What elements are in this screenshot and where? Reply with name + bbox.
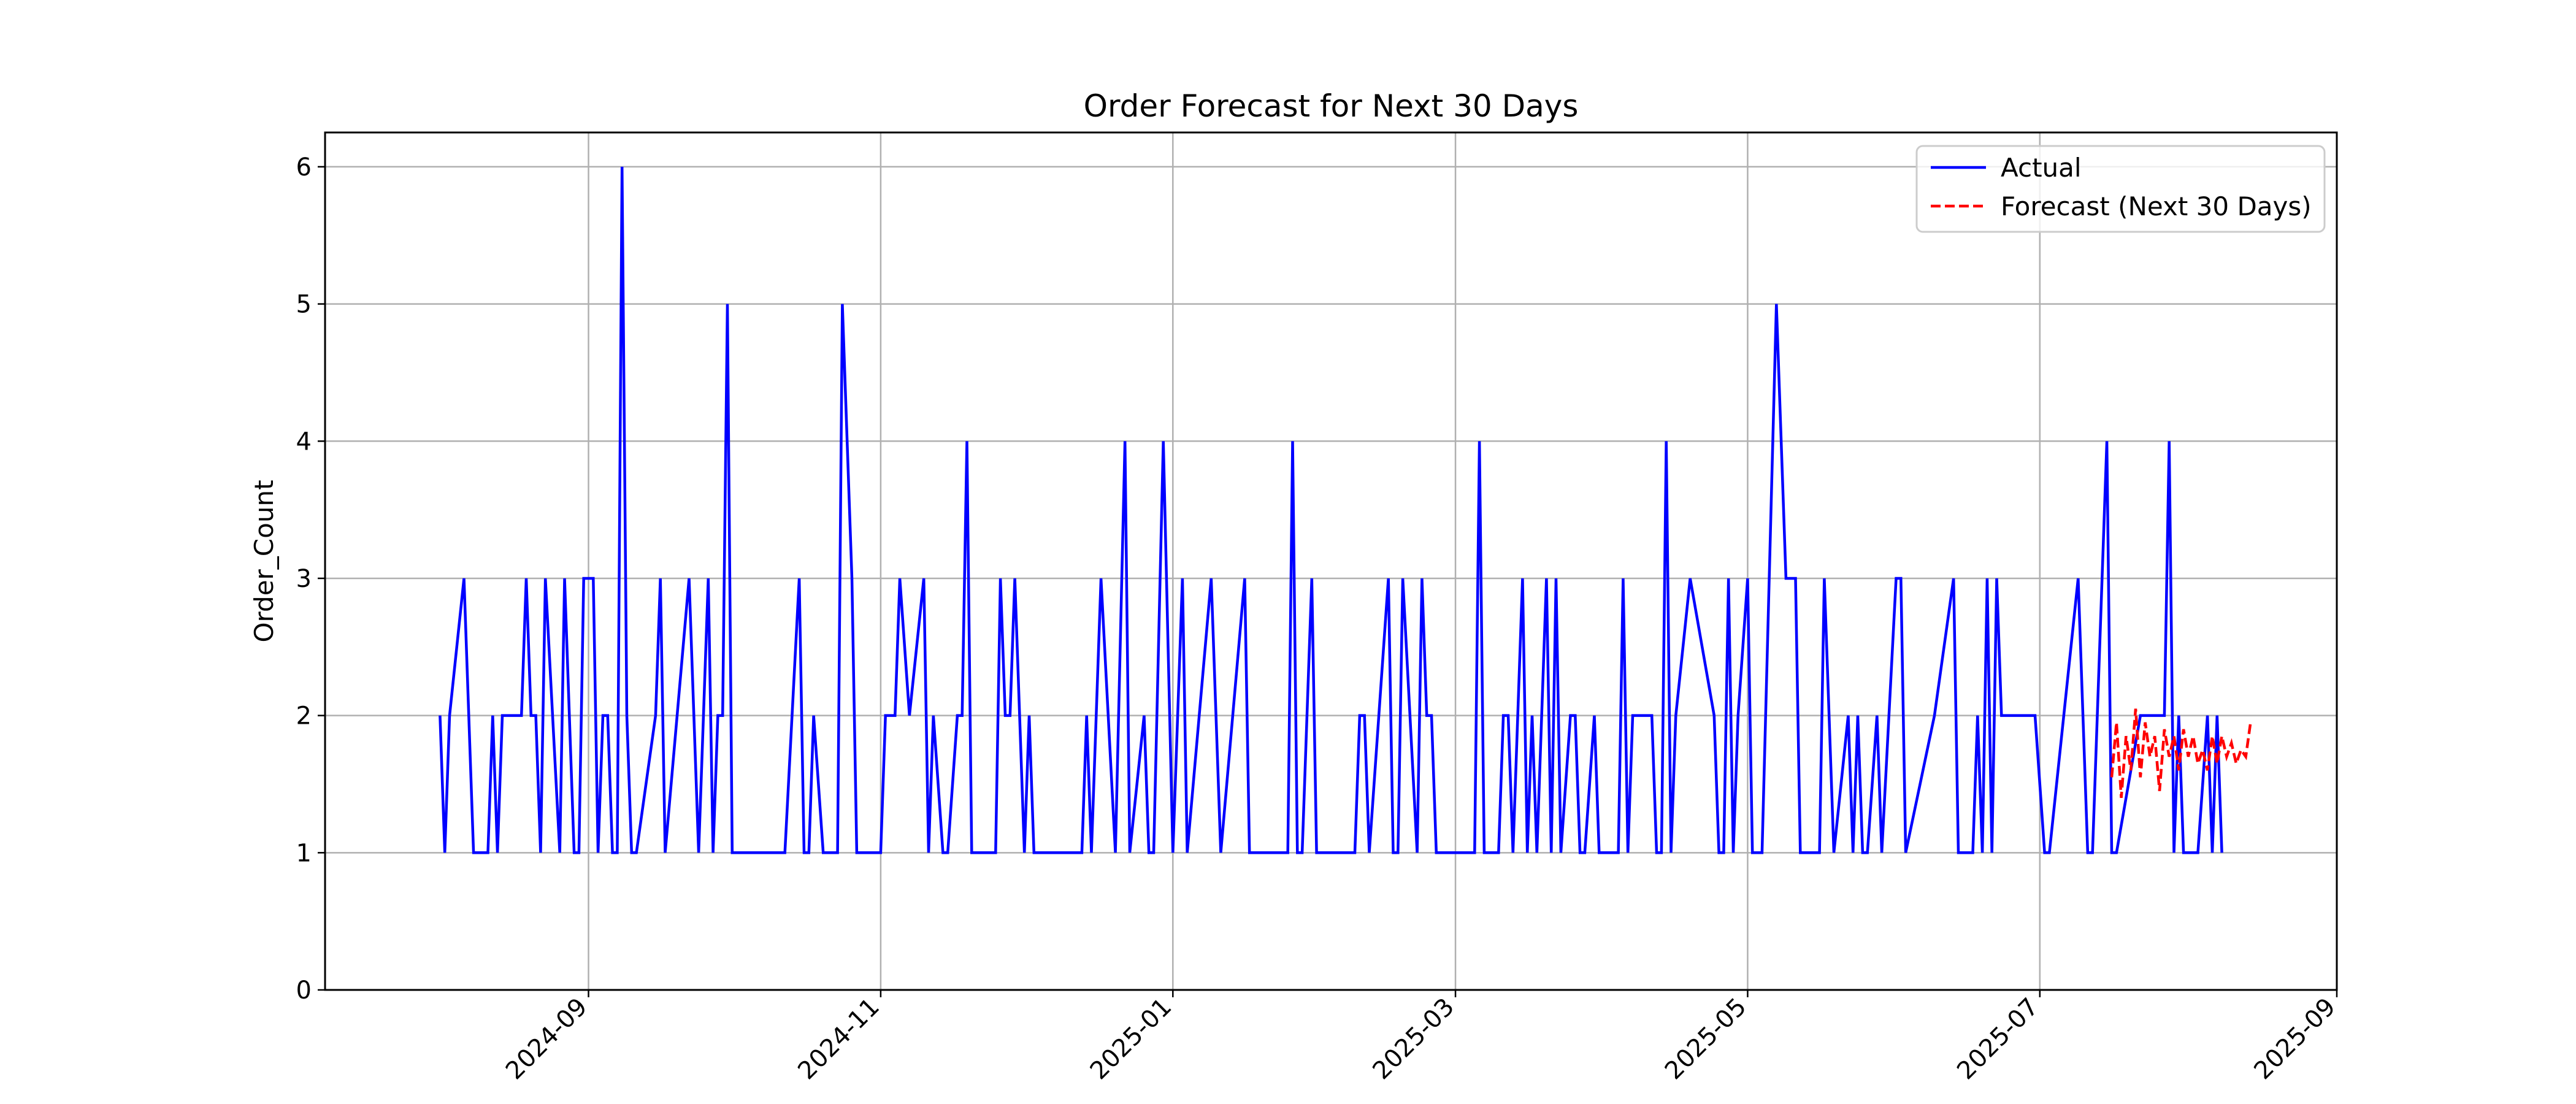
forecast-series-line <box>2110 708 2252 798</box>
y-tick-label: 6 <box>296 153 312 182</box>
plot-frame <box>324 131 2338 991</box>
legend-box <box>1915 145 2326 233</box>
y-tick-label: 0 <box>296 976 312 1005</box>
series-layer <box>439 166 2252 854</box>
chart-title: Order Forecast for Next 30 Days <box>1084 88 1579 124</box>
actual-series-line <box>439 166 2223 854</box>
legend-label-actual: Actual <box>2001 153 2082 183</box>
y-tick-label: 5 <box>296 291 312 319</box>
y-tick-label: 3 <box>296 565 312 593</box>
y-axis-label: Order_Count <box>249 480 279 642</box>
legend: Actual Forecast (Next 30 Days) <box>1915 145 2326 233</box>
legend-label-forecast: Forecast (Next 30 Days) <box>2001 191 2312 221</box>
y-tick-label: 2 <box>296 702 312 730</box>
y-tick-label: 1 <box>296 839 312 867</box>
y-tick-label: 4 <box>296 427 312 456</box>
